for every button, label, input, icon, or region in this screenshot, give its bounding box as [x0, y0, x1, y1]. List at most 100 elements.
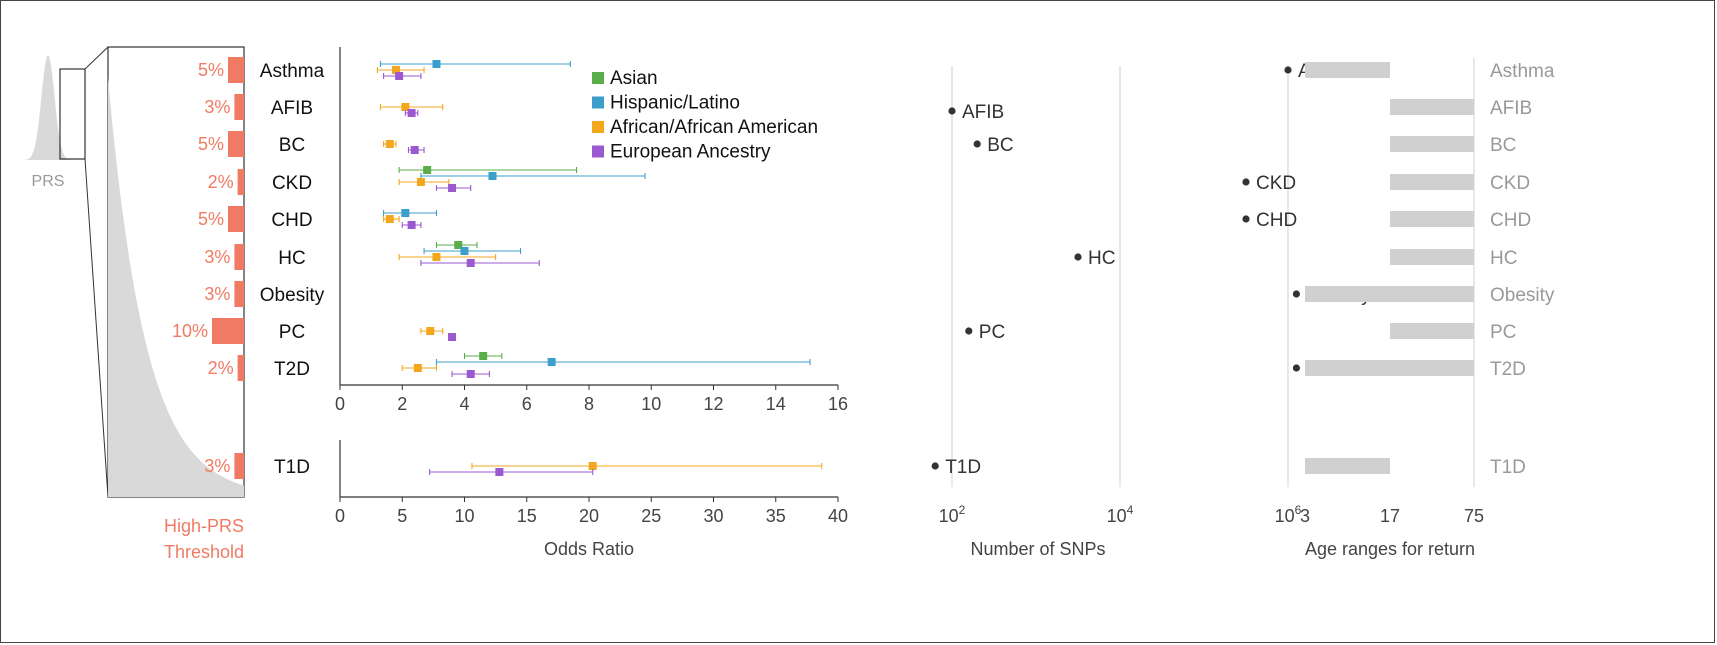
age-label-bc: BC [1490, 135, 1516, 156]
or-main-tick-label-10: 10 [641, 394, 661, 414]
snp-label-chd: CHD [1256, 210, 1297, 231]
disease-label-chd: CHD [271, 210, 312, 231]
age-tick-label-3: 3 [1300, 506, 1310, 526]
threshold-bar-obesity [234, 281, 244, 307]
or-main-tick-label-0: 0 [335, 394, 345, 414]
or-main-african-african-american-afib-point [401, 103, 410, 111]
or-t1d-european-ancestry-t1d-point [495, 468, 504, 476]
disease-label-asthma: Asthma [260, 61, 325, 82]
legend-swatch-european-ancestry [592, 145, 604, 158]
threshold-bar-hc [234, 244, 244, 270]
or-main-asian-ckd-point [423, 166, 432, 174]
snp-tick-base-4: 10 [1107, 506, 1127, 526]
snp-tick-label-2: 102 [939, 503, 966, 526]
or-main-hispanic-latino-t2d-point [547, 358, 556, 366]
disease-label-ckd: CKD [272, 173, 312, 194]
threshold-label-t2d: 2% [208, 358, 234, 378]
age-bar-hc [1390, 249, 1474, 265]
age-bar-bc [1390, 136, 1474, 152]
age-label-hc: HC [1490, 248, 1517, 269]
age-range-plot: Asthma AFIB BC CKD CHD HC Obesity PC T2D T1D 3 17 75… [1300, 58, 1555, 559]
threshold-label-chd: 5% [198, 209, 224, 229]
threshold-label-t1d: 3% [204, 456, 230, 476]
or-main-african-african-american-hc-point [432, 253, 441, 261]
threshold-label-asthma: 5% [198, 60, 224, 80]
or-main-european-ancestry-bc-point [410, 146, 419, 154]
threshold-label-bc: 5% [198, 134, 224, 154]
prs-mini-distribution [25, 55, 71, 160]
legend-label-african-african-american: African/African American [610, 117, 818, 138]
legend-label-european-ancestry: European Ancestry [610, 142, 771, 163]
threshold-bars: 5%3%5%2%5%3%3%10%2%3% [172, 57, 244, 479]
age-label-afib: AFIB [1490, 98, 1532, 119]
snp-point-t2d [1292, 364, 1300, 372]
threshold-label-ckd: 2% [208, 172, 234, 192]
legend-label-hispanic-latino: Hispanic/Latino [610, 93, 740, 114]
prs-label: PRS [32, 173, 65, 190]
snp-label-pc: PC [979, 322, 1005, 343]
disease-label-bc: BC [279, 135, 305, 156]
threshold-bar-bc [228, 131, 244, 157]
or-main-european-ancestry-pc-point [448, 333, 457, 341]
threshold-label-hc: 3% [204, 247, 230, 267]
threshold-bar-t1d [234, 453, 244, 479]
age-bar-asthma [1305, 62, 1390, 78]
age-label-t2d: T2D [1490, 359, 1526, 380]
or-main-african-african-american-bc-point [385, 140, 394, 148]
disease-label-pc: PC [279, 322, 305, 343]
disease-label-t1d: T1D [274, 457, 310, 478]
or-main-european-ancestry-hc-point [466, 259, 475, 267]
age-tick-label-17: 17 [1380, 506, 1400, 526]
disease-label-hc: HC [278, 248, 305, 269]
t1d-odds-ratio-forest-plot: 0 5 10 15 20 25 30 35 40 Odds Ratio [335, 440, 848, 559]
snp-tick-exponent-2: 2 [959, 503, 966, 517]
snp-point-bc [973, 140, 981, 148]
snp-tick-base-2: 10 [939, 506, 959, 526]
or-main-tick-label-8: 8 [584, 394, 594, 414]
or-t1d-x-label: Odds Ratio [544, 539, 634, 559]
or-main-tick-label-14: 14 [766, 394, 786, 414]
snp-tick-exponent-6: 6 [1295, 503, 1302, 517]
snp-point-asthma [1284, 66, 1292, 74]
prs-tail-distribution [108, 78, 244, 497]
or-t1d-tick-label-20: 20 [579, 506, 599, 526]
snp-point-t1d [931, 462, 939, 470]
or-main-hispanic-latino-asthma-point [432, 60, 441, 68]
or-main-african-african-american-chd-point [385, 215, 394, 223]
disease-label-t2d: T2D [274, 359, 310, 380]
snp-point-pc [965, 327, 973, 335]
or-t1d-tick-label-5: 5 [397, 506, 407, 526]
or-main-tick-label-4: 4 [459, 394, 469, 414]
age-label-asthma: Asthma [1490, 61, 1555, 82]
snp-count-plot: 102104106AsthmaAFIBBCCKDCHDHCObesityPCT2… [931, 61, 1371, 559]
threshold-bar-asthma [228, 57, 244, 83]
age-bar-pc [1390, 323, 1474, 339]
age-label-pc: PC [1490, 322, 1516, 343]
legend: Asian Hispanic/Latino African/African Amer… [592, 68, 818, 163]
snp-point-afib [948, 107, 956, 115]
or-t1d-tick-label-10: 10 [454, 506, 474, 526]
age-bar-obesity [1305, 286, 1474, 302]
snp-label-t1d: T1D [945, 457, 981, 478]
threshold-bar-afib [234, 94, 244, 120]
legend-swatch-asian [592, 72, 604, 84]
or-main-african-african-american-t2d-point [413, 364, 422, 372]
legend-label-asian: Asian [610, 68, 658, 89]
or-main-tick-label-6: 6 [522, 394, 532, 414]
age-tick-label-75: 75 [1464, 506, 1484, 526]
age-bar-t2d [1305, 360, 1474, 376]
snp-label-bc: BC [987, 135, 1013, 156]
snp-tick-exponent-4: 4 [1127, 503, 1134, 517]
age-bar-ckd [1390, 174, 1474, 190]
threshold-bar-ckd [237, 169, 244, 195]
zoom-connector-bottom [84, 158, 109, 498]
disease-label-obesity: Obesity [260, 285, 325, 306]
snp-label-ckd: CKD [1256, 173, 1296, 194]
age-bar-afib [1390, 99, 1474, 115]
threshold-bar-chd [228, 206, 244, 232]
age-bar-chd [1390, 211, 1474, 227]
or-t1d-tick-label-25: 25 [641, 506, 661, 526]
threshold-bar-pc [212, 318, 244, 344]
